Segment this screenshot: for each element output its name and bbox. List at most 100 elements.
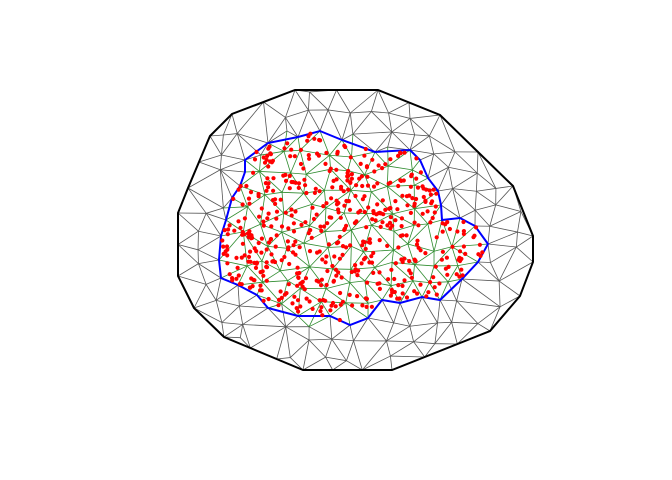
data-point (378, 224, 383, 229)
data-point (282, 146, 287, 151)
mesh-edge (413, 341, 435, 345)
mesh-edge (367, 317, 387, 342)
data-point (283, 210, 288, 215)
data-point (443, 222, 448, 227)
mesh-edge (489, 204, 497, 227)
mesh-edge (327, 109, 343, 141)
mesh-edge (388, 102, 410, 114)
data-point (324, 254, 329, 259)
data-point (268, 159, 273, 164)
mesh-edge (276, 326, 287, 360)
data-point (355, 273, 360, 278)
mesh-edge (362, 355, 391, 371)
data-point (377, 286, 382, 291)
data-point (426, 290, 431, 295)
data-point (334, 273, 339, 278)
data-point (263, 181, 268, 186)
data-point (361, 257, 367, 262)
inner-mesh-edge (351, 213, 367, 231)
data-point (371, 209, 376, 214)
mesh-edge (498, 261, 534, 282)
mesh-edge (177, 263, 199, 277)
data-point (266, 296, 271, 302)
data-point (295, 283, 300, 288)
data-point (238, 225, 243, 230)
mesh-edge (327, 89, 337, 111)
mesh-edge (221, 133, 238, 156)
data-point (388, 205, 393, 211)
data-point (317, 298, 322, 303)
data-point (347, 292, 352, 297)
mesh-edge (475, 204, 496, 211)
data-point (348, 243, 353, 248)
mesh-edge (331, 338, 347, 361)
data-point (412, 220, 417, 225)
data-point (418, 248, 423, 253)
inner-mesh-edge (299, 150, 307, 175)
inner-mesh-edge (223, 206, 248, 209)
data-point (298, 147, 303, 152)
mesh-edge (477, 306, 501, 324)
inner-mesh-edge (393, 243, 408, 251)
inner-mesh-edge (393, 224, 415, 232)
data-point (418, 282, 423, 287)
mesh-edge (391, 118, 411, 133)
data-point (256, 194, 261, 199)
data-point (250, 284, 255, 289)
mesh-edge (177, 275, 207, 285)
inner-mesh-edge (225, 206, 248, 221)
mesh-edge (285, 117, 288, 131)
data-point (312, 136, 317, 141)
data-point (404, 233, 409, 238)
mesh-edge (427, 166, 449, 179)
inner-mesh-edge (345, 302, 369, 319)
data-point (308, 228, 313, 233)
data-point (286, 247, 291, 252)
data-point (433, 264, 438, 269)
data-point (236, 273, 241, 278)
data-point (369, 260, 375, 265)
data-point (387, 220, 393, 225)
data-point (362, 209, 367, 215)
inner-mesh-edge (364, 165, 389, 176)
data-point (440, 249, 445, 254)
data-point (433, 204, 438, 209)
mesh-edge (325, 356, 334, 371)
mesh-edge (285, 326, 291, 358)
inner-mesh-edge (351, 134, 354, 157)
data-point (346, 168, 351, 174)
data-point (317, 249, 322, 254)
mesh-edge (474, 191, 477, 211)
mesh-edge (239, 294, 258, 307)
data-point (365, 174, 370, 179)
data-point (473, 225, 479, 230)
mesh-edge (215, 284, 239, 301)
data-point (287, 173, 292, 178)
mesh-edge (198, 263, 222, 279)
inner-mesh-edge (325, 189, 351, 209)
mesh-edge (297, 109, 309, 138)
data-point (316, 279, 321, 284)
mesh-edge (302, 339, 310, 371)
mesh-edge (490, 262, 500, 282)
inner-mesh-edge (374, 261, 393, 268)
inner-mesh-edge (414, 177, 429, 186)
mesh-edge (409, 134, 416, 151)
inner-boundary (217, 129, 490, 327)
data-point (261, 273, 266, 278)
mesh-edge (285, 109, 309, 118)
inner-mesh-edge (246, 265, 263, 283)
mesh-edge (391, 131, 415, 136)
data-point (285, 239, 290, 244)
data-point (445, 272, 450, 277)
data-point (353, 193, 358, 199)
inner-mesh-edge (220, 231, 244, 237)
data-point (338, 302, 343, 307)
data-point (369, 304, 374, 309)
mesh-edge (409, 135, 430, 151)
mesh-edge (325, 339, 333, 358)
mesh-edge (267, 117, 286, 144)
mesh-edge (346, 360, 363, 371)
inner-mesh-edge (411, 159, 421, 171)
mesh-edge (198, 161, 221, 171)
